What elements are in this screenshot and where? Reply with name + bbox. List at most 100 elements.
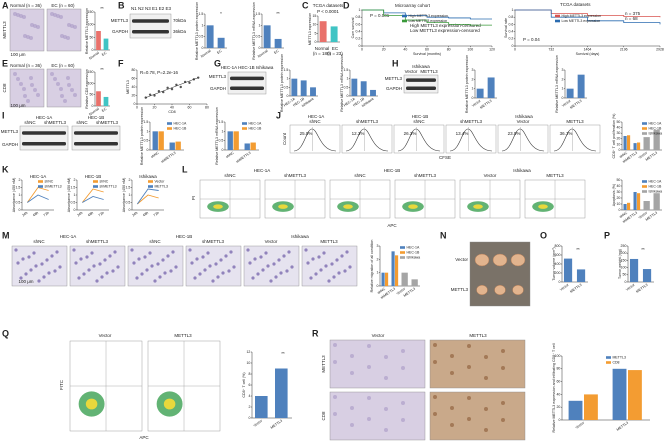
y-tick-label: 1.5 <box>144 120 149 124</box>
legend-label: shMETTL3 <box>100 184 117 188</box>
stain <box>484 376 488 380</box>
cell-cluster <box>538 204 548 209</box>
y-tick-label: 50 <box>622 273 626 277</box>
y-tick-label: 0.5 <box>284 85 289 89</box>
y-tick-label: 1 <box>201 23 203 27</box>
y-tick-label: 0.4 <box>509 30 514 34</box>
cell <box>92 264 96 268</box>
label: ** <box>641 247 645 252</box>
y-tick-label: 40 <box>616 126 620 130</box>
histogram-curve <box>501 128 545 152</box>
label: 26.3% <box>404 131 417 136</box>
y-tick-label: 10 <box>616 142 620 146</box>
bar <box>411 279 418 286</box>
x-tick-label: Vector <box>471 98 482 107</box>
label: shMETTL3 <box>202 239 225 244</box>
cell <box>306 261 310 265</box>
y-tick-label: 0 <box>558 418 560 422</box>
label: P = 0.04 <box>523 37 540 42</box>
legend-swatch <box>148 180 153 183</box>
panel-letter: P <box>604 230 610 240</box>
y-tick-label: 30 <box>616 190 620 194</box>
x-tick-label: Normal <box>88 51 100 61</box>
y-tick-label: 8 <box>248 372 250 376</box>
label: ** <box>281 351 285 356</box>
cell <box>16 261 20 265</box>
bar <box>381 272 385 286</box>
x-tick-label: shNC <box>619 151 629 160</box>
label: APC <box>139 435 149 440</box>
stain <box>59 15 63 19</box>
label: 36kDa <box>173 29 187 34</box>
y-tick-label: 0.4 <box>356 30 361 34</box>
cell <box>277 258 281 262</box>
cell <box>145 268 149 272</box>
cell <box>103 258 107 262</box>
stain <box>70 88 74 92</box>
point <box>166 86 169 90</box>
cell <box>42 275 46 279</box>
cell <box>14 248 18 252</box>
legend-swatch <box>402 14 407 18</box>
y-tick-label: 0.6 <box>356 22 361 26</box>
y-tick-label: 1 <box>146 129 148 133</box>
x-tick-label: METTL3 <box>479 99 492 110</box>
bar <box>300 80 307 96</box>
label: HEC-1B <box>88 115 105 120</box>
x-tick-label: shNC <box>377 287 387 296</box>
y-tick-label: 1 <box>18 193 20 197</box>
label: HEC-1A HEC-1B Ishikawa <box>221 65 274 70</box>
y-axis-label: Relative METTL3 mRNA expression <box>555 55 559 113</box>
bar <box>627 135 631 150</box>
y-tick-label: 50 <box>616 178 620 182</box>
cell <box>272 262 276 266</box>
bar <box>623 204 627 210</box>
panel-letter: R <box>312 328 319 338</box>
stain <box>26 99 30 103</box>
label: EC (n = 60) <box>51 3 75 8</box>
y-axis-label: METTL3 expression <box>308 13 312 45</box>
cell <box>156 262 160 266</box>
stain <box>484 407 488 411</box>
cell <box>161 258 165 262</box>
label: shMETTL3 <box>460 119 483 124</box>
label: HEC-1A <box>308 114 325 119</box>
blot-band <box>74 142 118 146</box>
cell <box>113 250 117 254</box>
bar <box>96 31 101 50</box>
stain <box>501 418 505 422</box>
y-tick-label: 1 <box>346 77 348 81</box>
y-tick-label: 150 <box>621 258 627 262</box>
bar <box>255 396 268 418</box>
bar <box>244 143 250 150</box>
cell <box>95 279 99 283</box>
y-tick-label: 1.5 <box>16 185 21 189</box>
line <box>27 194 49 203</box>
blot-band <box>132 30 169 34</box>
image <box>129 13 172 39</box>
y-tick-label: 0.2 <box>356 37 361 41</box>
legend-label: Low METTL3 expression <box>409 19 448 23</box>
cell <box>148 251 152 255</box>
label: 100 μm <box>10 52 25 57</box>
label: PI <box>191 196 196 200</box>
stain <box>350 371 354 375</box>
label: (n = 23) <box>327 51 343 56</box>
stain <box>19 82 23 86</box>
y-tick-label: 0 <box>128 208 130 212</box>
legend-label: HEC-1B <box>174 126 188 130</box>
label: 25.0% <box>300 131 313 136</box>
x-tick-label: METTL3 <box>635 283 648 294</box>
cell <box>29 268 33 272</box>
stain <box>367 396 371 400</box>
stain <box>23 94 27 98</box>
label: 70kDa <box>173 18 187 23</box>
x-axis-label: CD8 <box>168 110 175 114</box>
stain <box>367 417 371 421</box>
label: HEC-1B <box>412 114 429 119</box>
cell <box>203 268 207 272</box>
stain <box>50 72 54 76</box>
cell <box>229 250 233 254</box>
histogram-curve <box>293 128 337 152</box>
panel-letter: L <box>182 164 188 174</box>
